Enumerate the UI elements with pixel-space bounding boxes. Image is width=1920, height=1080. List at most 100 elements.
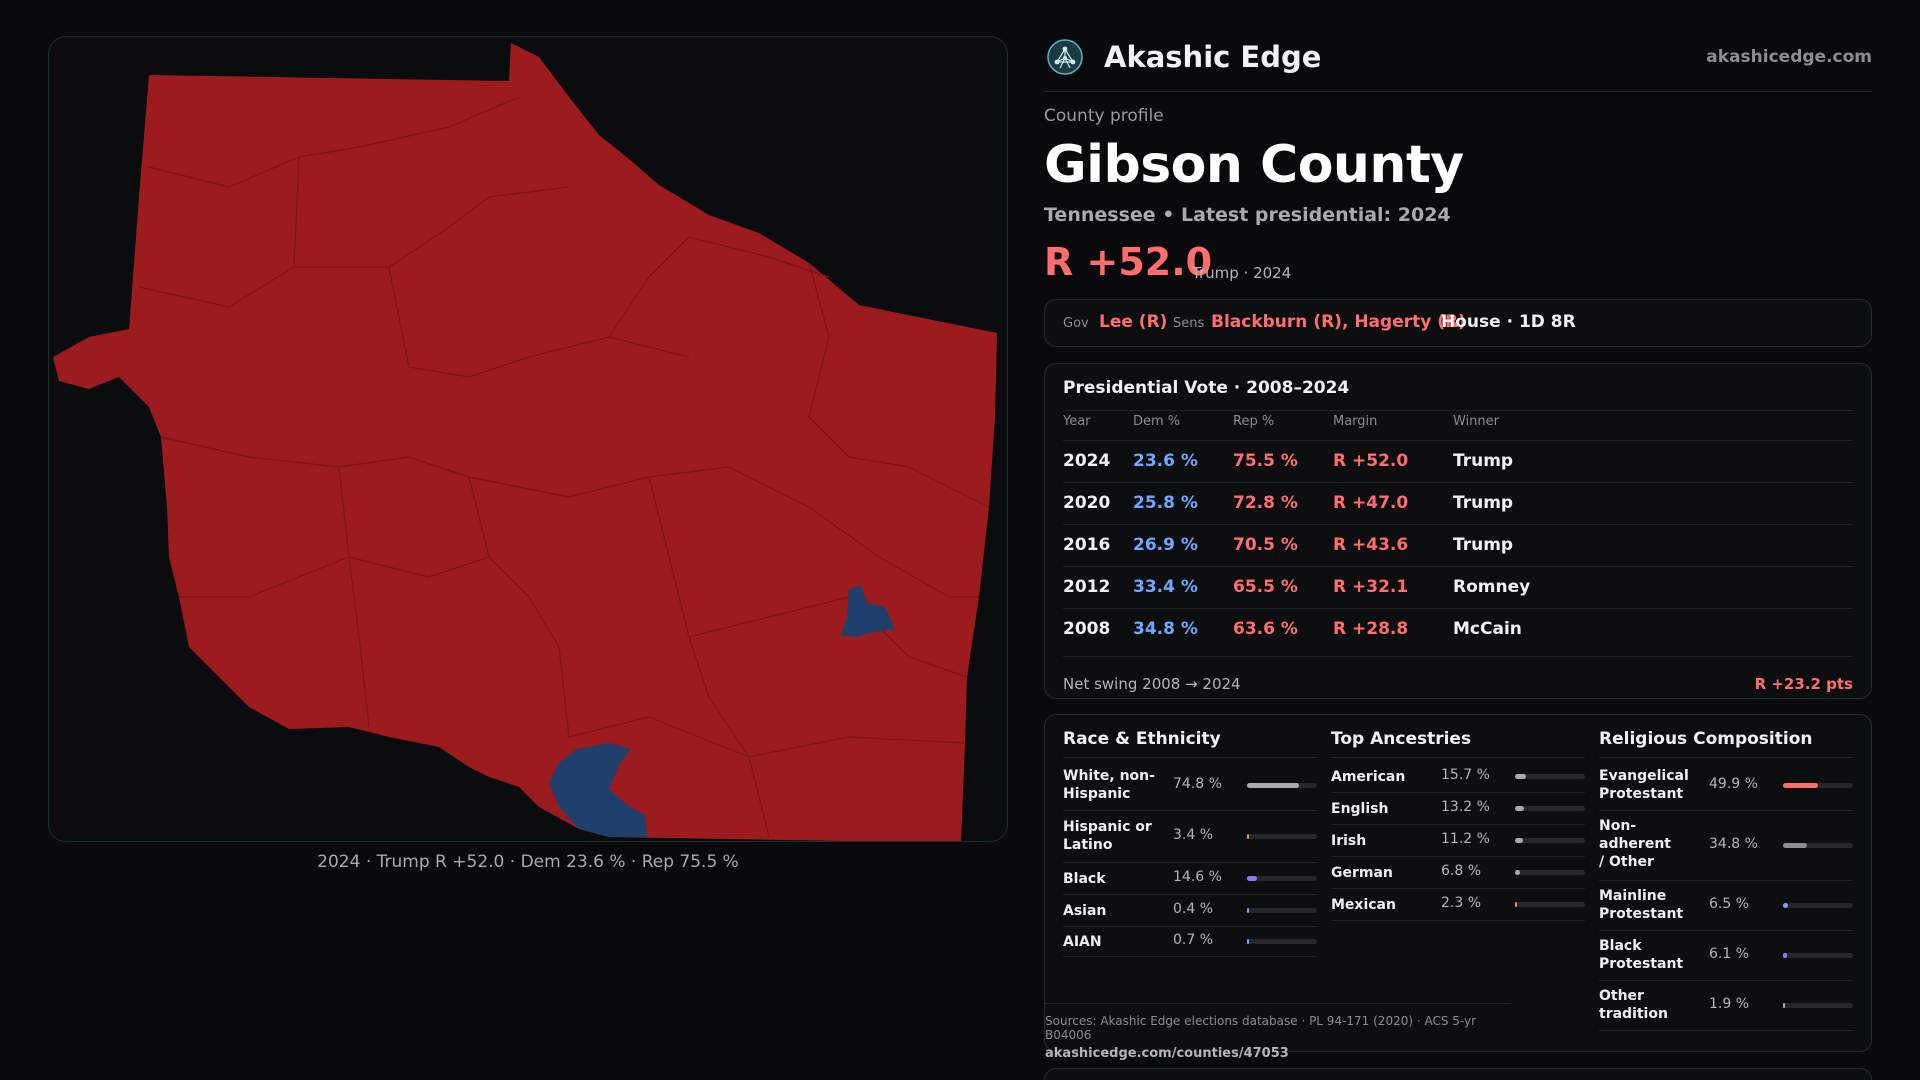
race-item-bar	[1247, 876, 1317, 881]
row-rep: 72.8 %	[1233, 493, 1298, 513]
ancestry-item-bar	[1515, 774, 1585, 779]
divider	[1331, 757, 1585, 758]
sources-text: Sources: Akashic Edge elections database…	[1045, 1014, 1477, 1042]
race-item-bar-fill	[1247, 939, 1249, 944]
ancestry-item-bar	[1515, 870, 1585, 875]
county-map-panel[interactable]	[48, 36, 1008, 842]
row-winner: Trump	[1453, 451, 1514, 471]
religion-item-bar-fill	[1783, 1003, 1785, 1008]
row-year: 2024	[1063, 451, 1111, 471]
row-dem: 23.6 %	[1133, 451, 1198, 471]
table-row[interactable]: 2012 33.4 % 65.5 % R +32.1 Romney	[1063, 566, 1853, 608]
race-item-label: AIAN	[1063, 934, 1102, 950]
page-subtitle: Tennessee • Latest presidential: 2024	[1044, 204, 1451, 226]
sources-url-link[interactable]: akashicedge.com/counties/47053	[1045, 1046, 1289, 1061]
race-item-percent: 14.6 %	[1173, 869, 1222, 885]
religion-section: Religious Composition Evangelical Protes…	[1599, 715, 1853, 1031]
race-item-bar-fill	[1247, 876, 1258, 881]
table-row[interactable]: 2016 26.9 % 70.5 % R +43.6 Trump	[1063, 524, 1853, 566]
divider	[1063, 410, 1853, 411]
religion-item-percent: 1.9 %	[1709, 996, 1750, 1012]
col-dem: Dem %	[1133, 414, 1181, 429]
ancestry-item[interactable]: American 15.7 %	[1331, 761, 1585, 793]
page-title: Gibson County	[1044, 135, 1464, 195]
race-item-bar	[1247, 939, 1317, 944]
religion-item[interactable]: Mainline Protestant 6.5 %	[1599, 881, 1853, 931]
table-row[interactable]: 2024 23.6 % 75.5 % R +52.0 Trump	[1063, 440, 1853, 482]
religion-item-bar	[1783, 783, 1853, 788]
brand-name: Akashic Edge	[1104, 40, 1322, 74]
dem-precinct-south[interactable]	[549, 743, 647, 837]
race-title: Race & Ethnicity	[1063, 729, 1221, 749]
table-row[interactable]: 2020 25.8 % 72.8 % R +47.0 Trump	[1063, 482, 1853, 524]
race-item-bar	[1247, 783, 1317, 788]
row-margin: R +47.0	[1333, 493, 1409, 513]
race-ethnicity-section: Race & Ethnicity White, non-Hispanic 74.8…	[1063, 715, 1317, 1015]
next-card	[1044, 1068, 1872, 1080]
row-winner: Trump	[1453, 535, 1514, 555]
net-swing-row: Net swing 2008 → 2024 R +23.2 pts	[1063, 656, 1853, 693]
row-winner: Romney	[1453, 577, 1531, 597]
net-swing-label: Net swing 2008 → 2024	[1063, 675, 1241, 693]
row-rep: 75.5 %	[1233, 451, 1298, 471]
race-item-percent: 3.4 %	[1173, 827, 1214, 843]
col-margin: Margin	[1333, 414, 1378, 429]
race-item[interactable]: Hispanic or Latino 3.4 %	[1063, 811, 1317, 863]
row-year: 2008	[1063, 619, 1111, 639]
religion-title: Religious Composition	[1599, 729, 1813, 749]
table-row[interactable]: 2008 34.8 % 63.6 % R +28.8 McCain	[1063, 608, 1853, 650]
row-winner: McCain	[1453, 619, 1522, 639]
ancestry-item-label: German	[1331, 865, 1393, 881]
race-item[interactable]: White, non-Hispanic 74.8 %	[1063, 761, 1317, 811]
race-item[interactable]: AIAN 0.7 %	[1063, 927, 1317, 957]
religion-item-percent: 34.8 %	[1709, 836, 1758, 852]
officials-card: Gov Lee (R) Sens Blackburn (R), Hagerty …	[1044, 299, 1872, 347]
divider	[1063, 757, 1317, 758]
religion-item[interactable]: Evangelical Protestant 49.9 %	[1599, 761, 1853, 811]
col-winner: Winner	[1453, 414, 1500, 429]
ancestry-item-bar-fill	[1515, 774, 1526, 779]
ancestry-item[interactable]: Irish 11.2 %	[1331, 825, 1585, 857]
ancestry-item-bar-fill	[1515, 870, 1520, 875]
ancestry-title: Top Ancestries	[1331, 729, 1472, 749]
presidential-vote-card: Presidential Vote · 2008–2024 Year Dem %…	[1044, 363, 1872, 699]
race-item-label: Black	[1063, 871, 1106, 887]
religion-item-label: Non-adherent / Other	[1599, 818, 1671, 870]
religion-item[interactable]: Black Protestant 6.1 %	[1599, 931, 1853, 981]
row-dem: 26.9 %	[1133, 535, 1198, 555]
latest-margin: R +52.0	[1044, 240, 1213, 284]
row-rep: 65.5 %	[1233, 577, 1298, 597]
col-year: Year	[1063, 414, 1091, 429]
ancestry-item[interactable]: German 6.8 %	[1331, 857, 1585, 889]
religion-item-percent: 49.9 %	[1709, 776, 1758, 792]
brand-domain-link[interactable]: akashicedge.com	[1706, 47, 1872, 67]
religion-item-percent: 6.1 %	[1709, 946, 1750, 962]
dem-precinct-east[interactable]	[841, 585, 895, 637]
race-item[interactable]: Asian 0.4 %	[1063, 895, 1317, 927]
row-year: 2020	[1063, 493, 1111, 513]
race-item-percent: 0.4 %	[1173, 901, 1214, 917]
ancestries-section: Top Ancestries American 15.7 % English 13.2…	[1331, 715, 1585, 1015]
page-kicker: County profile	[1044, 106, 1164, 126]
race-item[interactable]: Black 14.6 %	[1063, 863, 1317, 895]
religion-item-bar-fill	[1783, 783, 1818, 788]
religion-item[interactable]: Other tradition 1.9 %	[1599, 981, 1853, 1031]
religion-item-bar	[1783, 1003, 1853, 1008]
map-caption: 2024 · Trump R +52.0 · Dem 23.6 % · Rep …	[317, 852, 739, 872]
ancestry-item[interactable]: English 13.2 %	[1331, 793, 1585, 825]
religion-item-bar	[1783, 843, 1853, 848]
ancestry-item-label: Mexican	[1331, 897, 1396, 913]
ancestry-item-bar	[1515, 838, 1585, 843]
ancestry-item-percent: 2.3 %	[1441, 895, 1482, 911]
governor-value[interactable]: Lee (R)	[1099, 312, 1168, 332]
religion-item-label: Black Protestant	[1599, 938, 1684, 972]
senators-value[interactable]: Blackburn (R), Hagerty (R)	[1211, 312, 1466, 332]
network-globe-icon[interactable]	[1046, 38, 1084, 76]
county-shape[interactable]	[53, 43, 997, 842]
race-item-label: White, non-Hispanic	[1063, 768, 1155, 802]
precinct-map[interactable]	[49, 37, 1008, 842]
religion-item[interactable]: Non-adherent / Other 34.8 %	[1599, 811, 1853, 881]
sens-label: Sens	[1173, 316, 1205, 331]
race-item-label: Asian	[1063, 903, 1107, 919]
ancestry-item[interactable]: Mexican 2.3 %	[1331, 889, 1585, 921]
